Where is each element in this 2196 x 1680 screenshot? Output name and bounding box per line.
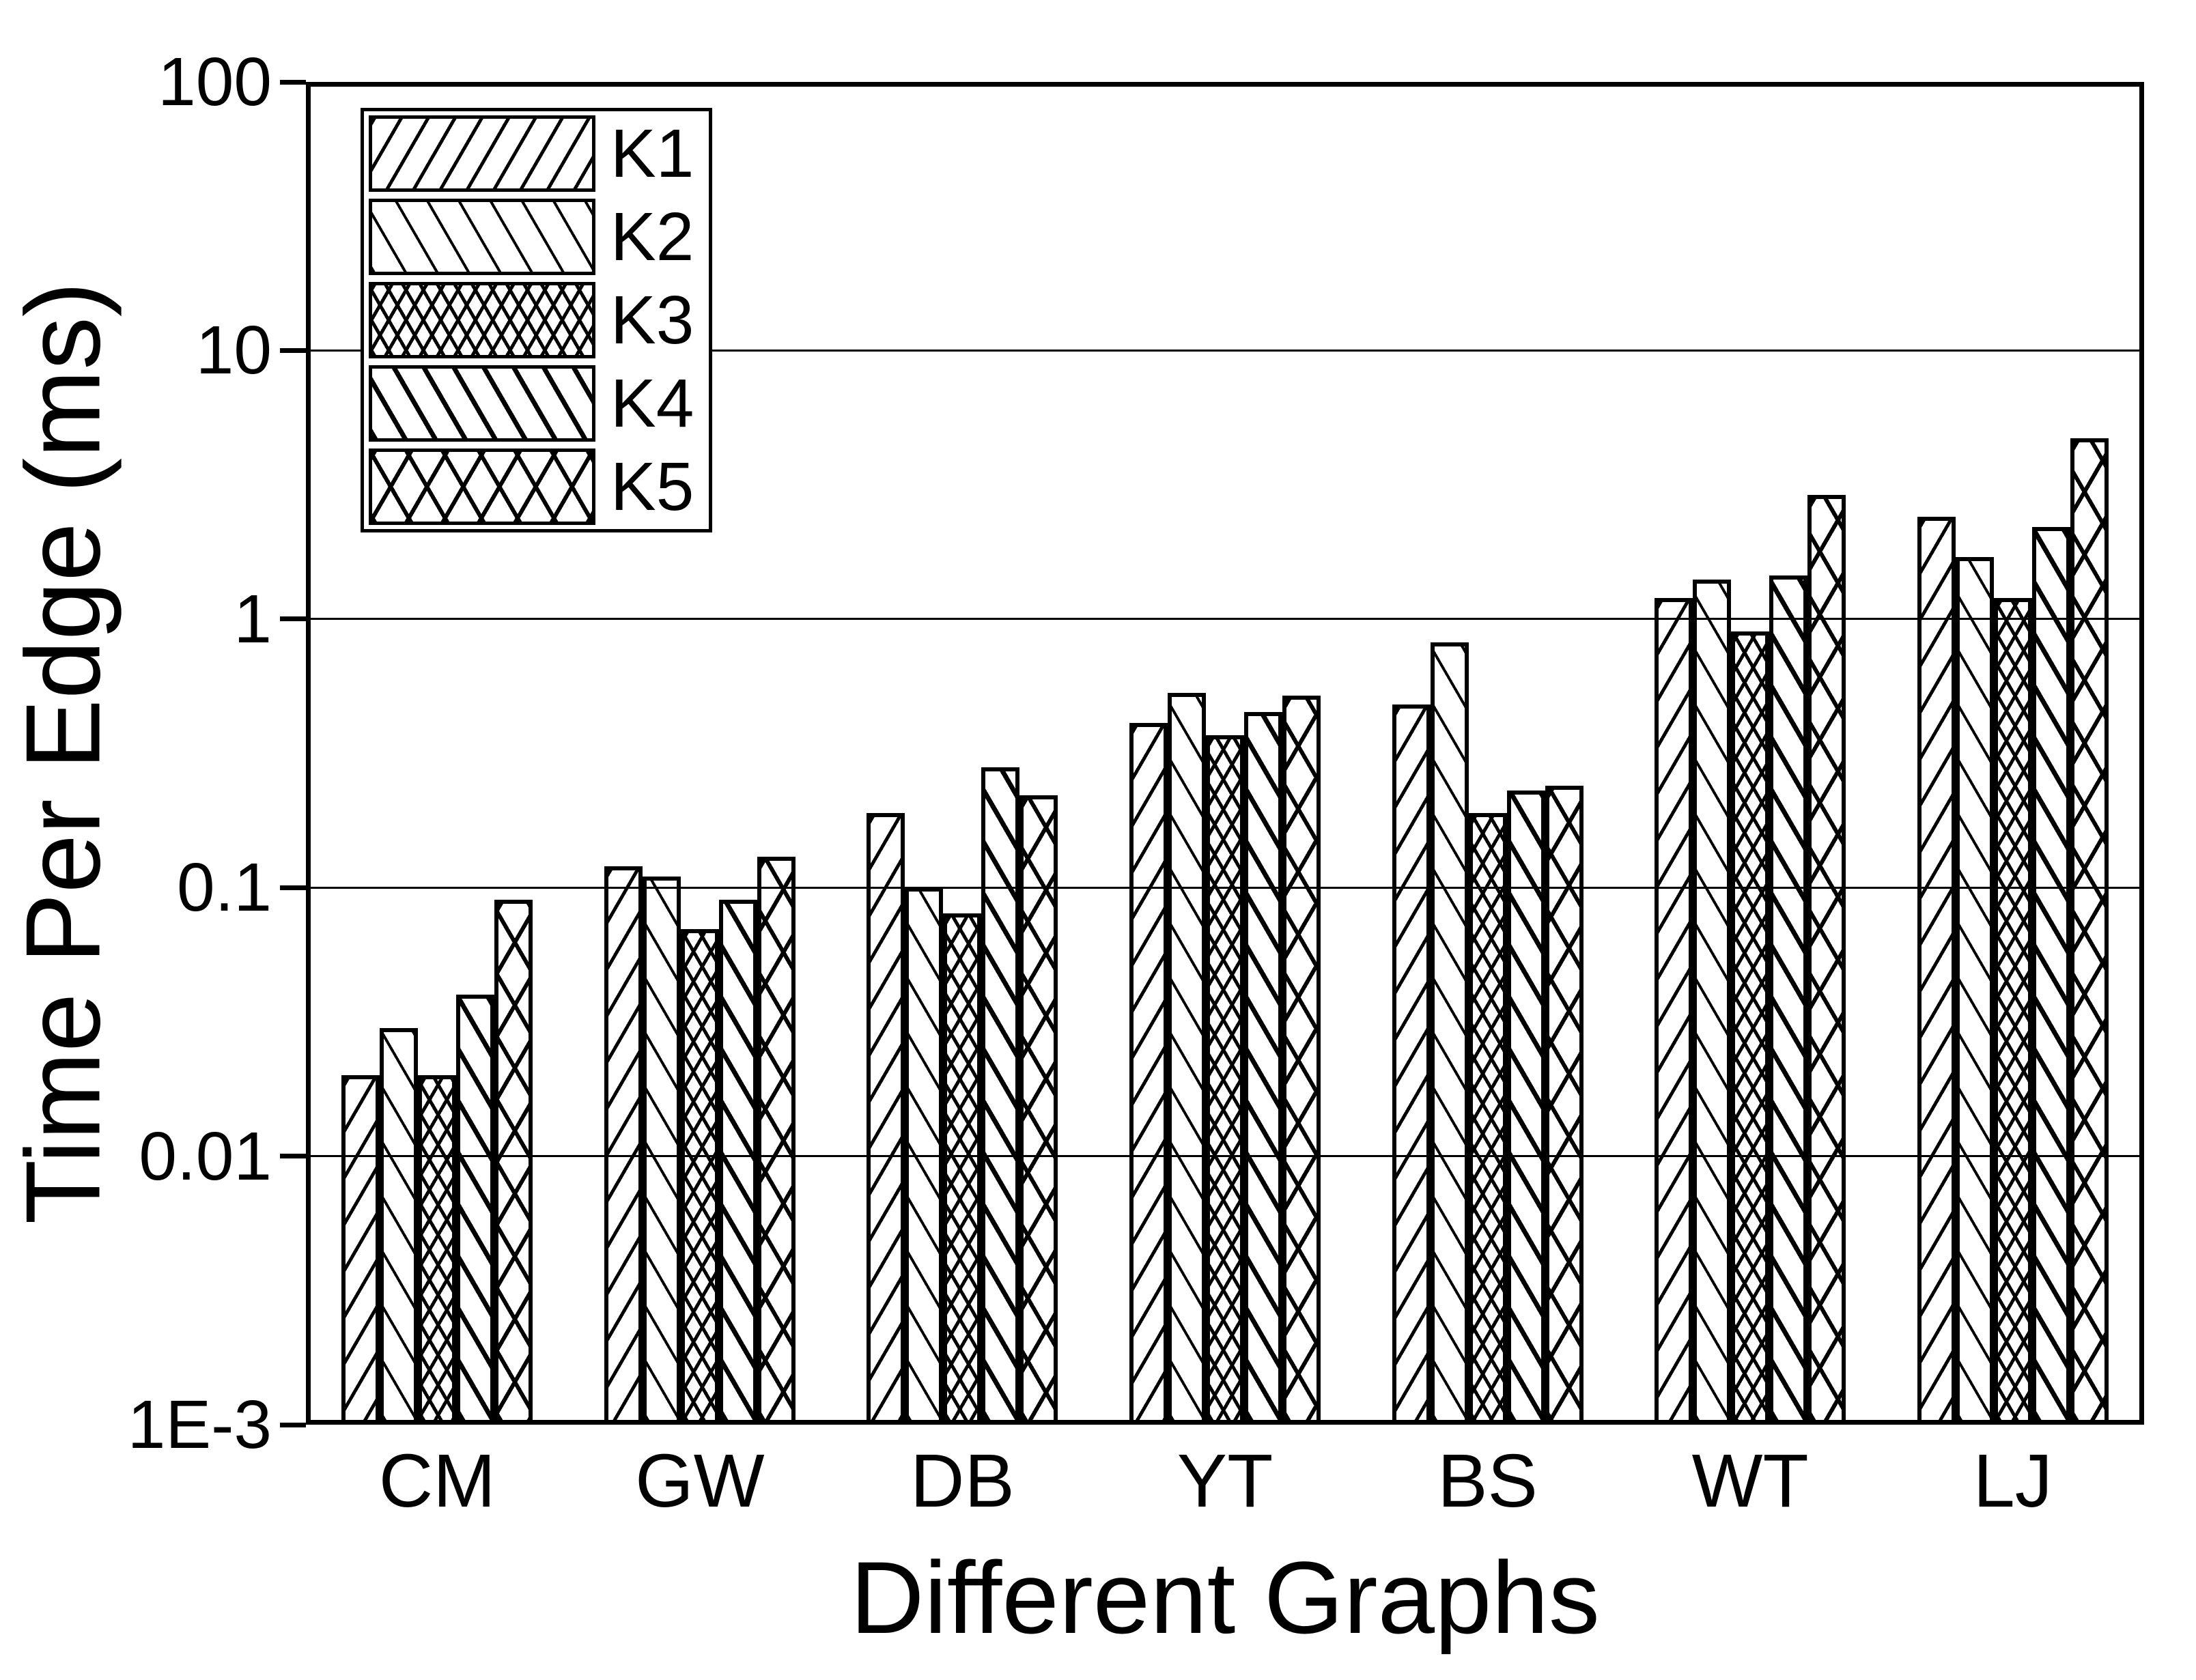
x-category-label-DB: DB [910, 1439, 1015, 1523]
bar-GW-K2 [642, 876, 681, 1425]
y-tick-label-10: 10 [195, 312, 272, 389]
x-category-label-GW: GW [635, 1439, 765, 1523]
bar-WT-K1 [1655, 597, 1693, 1425]
legend-label-K1: K1 [610, 115, 694, 192]
x-category-label-YT: YT [1177, 1439, 1273, 1523]
legend-row-K3: K3 [369, 282, 709, 358]
bar-BS-K5 [1545, 785, 1583, 1425]
y-tick-100 [280, 79, 306, 85]
bar-DB-K1 [867, 812, 905, 1425]
x-category-label-CM: CM [378, 1439, 496, 1523]
plot-area: K1 K2 K3 K4 K5 100 10 1 0.1 0.01 1E-3 CM GW DB YT BS WT… [128, 48, 2144, 1519]
gridline-10 [306, 349, 2144, 352]
bar-YT-K1 [1129, 723, 1168, 1425]
bar-BS-K1 [1392, 704, 1431, 1425]
bar-CM-K3 [418, 1075, 457, 1425]
y-tick-0.01 [280, 1154, 306, 1159]
legend-label-K2: K2 [610, 199, 694, 275]
gridline-1 [306, 618, 2144, 621]
y-axis-title: Time Per Edge (ms) [3, 281, 122, 1225]
legend-swatch-K3 [369, 282, 595, 358]
bar-DB-K4 [981, 767, 1020, 1425]
bar-YT-K3 [1206, 735, 1244, 1425]
x-category-label-BS: BS [1437, 1439, 1538, 1523]
legend-label-K3: K3 [610, 282, 694, 358]
y-tick-0.1 [280, 885, 306, 890]
bar-BS-K4 [1506, 790, 1545, 1425]
y-tick-label-1E-3: 1E-3 [127, 1386, 272, 1463]
bar-GW-K3 [680, 929, 719, 1425]
bar-LJ-K5 [2070, 438, 2109, 1425]
legend-label-K5: K5 [610, 449, 694, 525]
legend-swatch-K5 [369, 449, 595, 525]
bar-LJ-K4 [2031, 527, 2070, 1425]
bar-GW-K1 [604, 866, 643, 1425]
bar-BS-K3 [1468, 812, 1507, 1425]
y-tick-label-100: 100 [158, 44, 272, 120]
bar-LJ-K3 [1993, 597, 2032, 1425]
bar-BS-K2 [1430, 642, 1469, 1425]
bar-WT-K2 [1693, 580, 1732, 1425]
bar-YT-K2 [1168, 693, 1206, 1425]
bar-LJ-K2 [1955, 557, 1994, 1425]
bar-CM-K1 [341, 1075, 380, 1425]
legend-row-K4: K4 [369, 365, 709, 442]
x-axis-title: Different Graphs [850, 1540, 1600, 1655]
y-tick-label-0.1: 0.1 [176, 849, 272, 926]
legend-label-K4: K4 [610, 365, 694, 442]
legend-row-K1: K1 [369, 115, 709, 192]
bar-YT-K4 [1244, 712, 1282, 1425]
bar-CM-K4 [456, 994, 495, 1425]
legend: K1 K2 K3 K4 K5 [361, 108, 712, 532]
gridline-0.1 [306, 886, 2144, 889]
y-tick-1 [280, 616, 306, 622]
bar-GW-K4 [718, 900, 757, 1425]
bar-CM-K2 [380, 1027, 419, 1425]
legend-row-K2: K2 [369, 199, 709, 275]
bar-DB-K3 [943, 913, 982, 1425]
y-tick-1E-3 [280, 1422, 306, 1427]
legend-swatch-K4 [369, 365, 595, 442]
bar-WT-K4 [1769, 575, 1808, 1425]
y-tick-10 [280, 347, 306, 353]
bar-CM-K5 [494, 900, 533, 1425]
bar-LJ-K1 [1917, 517, 1956, 1425]
gridline-0.01 [306, 1155, 2144, 1158]
y-tick-label-0.01: 0.01 [139, 1117, 272, 1195]
bar-DB-K5 [1019, 795, 1058, 1425]
legend-swatch-K1 [369, 115, 595, 192]
bar-WT-K3 [1731, 631, 1770, 1425]
x-category-label-LJ: LJ [1973, 1439, 2053, 1523]
legend-row-K5: K5 [369, 449, 709, 525]
y-tick-label-1: 1 [234, 580, 272, 657]
bar-GW-K5 [757, 857, 796, 1425]
legend-swatch-K2 [369, 199, 595, 275]
bar-WT-K5 [1807, 494, 1846, 1425]
bar-YT-K5 [1282, 695, 1321, 1425]
x-category-label-WT: WT [1691, 1439, 1809, 1523]
